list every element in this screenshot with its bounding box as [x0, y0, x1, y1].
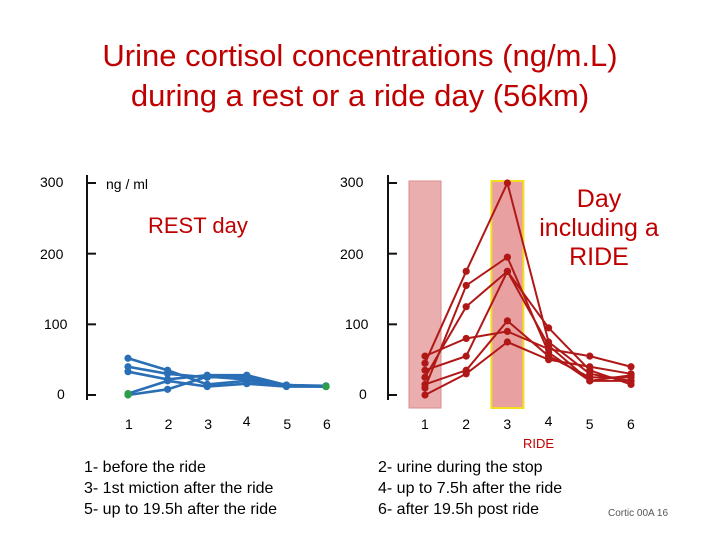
rest-data-point	[164, 377, 172, 385]
ride-data-point	[421, 366, 429, 374]
ride-data-point	[421, 391, 429, 399]
rest-y-tick-200: 200	[40, 246, 64, 262]
ride-day-title-line-1: Day	[576, 185, 622, 213]
ride-data-point	[421, 359, 429, 367]
rest-series-line	[127, 379, 326, 395]
ride-y-tick-0: 0	[359, 386, 367, 402]
rest-data-point	[164, 385, 172, 393]
rest-y-tick-300: 300	[40, 174, 64, 190]
rest-x-tick-5: 5	[283, 416, 292, 432]
rest-data-point	[124, 354, 132, 362]
ride-data-point	[462, 303, 470, 311]
legend-right: 2- urine during the stop 4- up to 7.5h a…	[378, 457, 562, 520]
rest-data-point	[124, 368, 132, 376]
legend-left: 1- before the ride 3- 1st miction after …	[84, 457, 277, 520]
rest-data-point	[282, 382, 290, 391]
ride-data-point	[545, 324, 553, 332]
ride-data-point	[462, 370, 470, 378]
ride-data-point	[462, 334, 470, 343]
rest-data-point	[124, 389, 132, 398]
rest-data-point	[203, 382, 211, 391]
ride-y-tick-200: 200	[340, 246, 364, 262]
ride-data-point	[545, 345, 553, 353]
ride-series-line	[424, 180, 632, 382]
ride-day-title-line-2: including a	[539, 214, 659, 242]
ride-y-tick-100: 100	[345, 316, 369, 332]
rest-y-tick-100: 100	[44, 316, 68, 332]
ride-y-tick-300: 300	[340, 174, 364, 190]
rest-y-tick-0: 0	[57, 386, 65, 402]
ride-data-point	[503, 327, 511, 335]
ride-series-line	[424, 269, 631, 382]
rest-data-point	[322, 382, 330, 391]
ride-data-point	[627, 370, 635, 378]
ride-data-point	[627, 363, 635, 371]
ride-data-point	[462, 267, 470, 275]
ride-x-tick-5: 5	[585, 416, 594, 432]
ride-series-line	[424, 340, 632, 396]
legend-item: 2- urine during the stop	[378, 459, 543, 476]
rest-data-point	[243, 380, 251, 388]
legend-item: 1- before the ride	[84, 459, 206, 476]
credit-label: Cortic 00A 16	[608, 508, 669, 519]
chart-axes	[86, 175, 397, 400]
unit-label: ng / ml	[106, 176, 149, 192]
rest-x-tick-2: 2	[164, 416, 173, 432]
rest-x-tick-6: 6	[323, 416, 331, 432]
rest-x-tick-3: 3	[204, 416, 212, 432]
rest-day-title: REST day	[148, 213, 248, 238]
rest-x-tick-1: 1	[125, 416, 133, 432]
ride-data-point	[503, 317, 511, 325]
legend-item: 4- up to 7.5h after the ride	[378, 480, 563, 497]
rest-data-point	[124, 363, 132, 371]
ride-data-point	[503, 253, 511, 261]
ride-x-axis-label: RIDE	[523, 436, 555, 451]
ride-day-title: Day including a RIDE	[524, 185, 674, 272]
ride-data-point	[586, 373, 594, 381]
ride-data-point	[586, 363, 594, 371]
ride-data-point	[462, 352, 470, 360]
ride-data-point	[421, 373, 429, 381]
ride-x-tick-1: 1	[421, 416, 429, 432]
legend-item: 6- after 19.5h post ride	[378, 501, 539, 518]
ride-series-line	[424, 330, 632, 368]
ride-x-tick-2: 2	[462, 416, 470, 432]
ride-data-point	[462, 281, 470, 290]
legend-item: 5- up to 19.5h after the ride	[84, 501, 278, 518]
chart-series-points	[124, 179, 635, 399]
rest-data-point	[164, 370, 172, 378]
ride-data-point	[503, 179, 511, 187]
ride-data-point	[421, 380, 429, 388]
ride-day-title-line-3: RIDE	[569, 243, 629, 271]
ride-series-line	[424, 319, 631, 386]
ride-x-tick-4: 4	[544, 413, 553, 429]
ride-series-line	[424, 269, 632, 386]
chart-title-line-2: during a rest or a ride day (56km)	[130, 78, 590, 113]
ride-x-tick-6: 6	[627, 416, 635, 432]
ride-data-point	[545, 356, 553, 364]
ride-data-point	[503, 267, 511, 275]
ride-data-point	[421, 352, 429, 360]
rest-data-point	[203, 373, 211, 381]
ride-data-point	[503, 338, 511, 346]
ride-data-point	[586, 352, 594, 360]
rest-x-tick-4: 4	[242, 413, 251, 429]
chart-title-line-1: Urine cortisol concentrations (ng/m.L)	[102, 38, 618, 73]
chart-series-lines	[127, 180, 632, 397]
legend-item: 3- 1st miction after the ride	[84, 480, 274, 497]
ride-x-tick-3: 3	[503, 416, 512, 432]
